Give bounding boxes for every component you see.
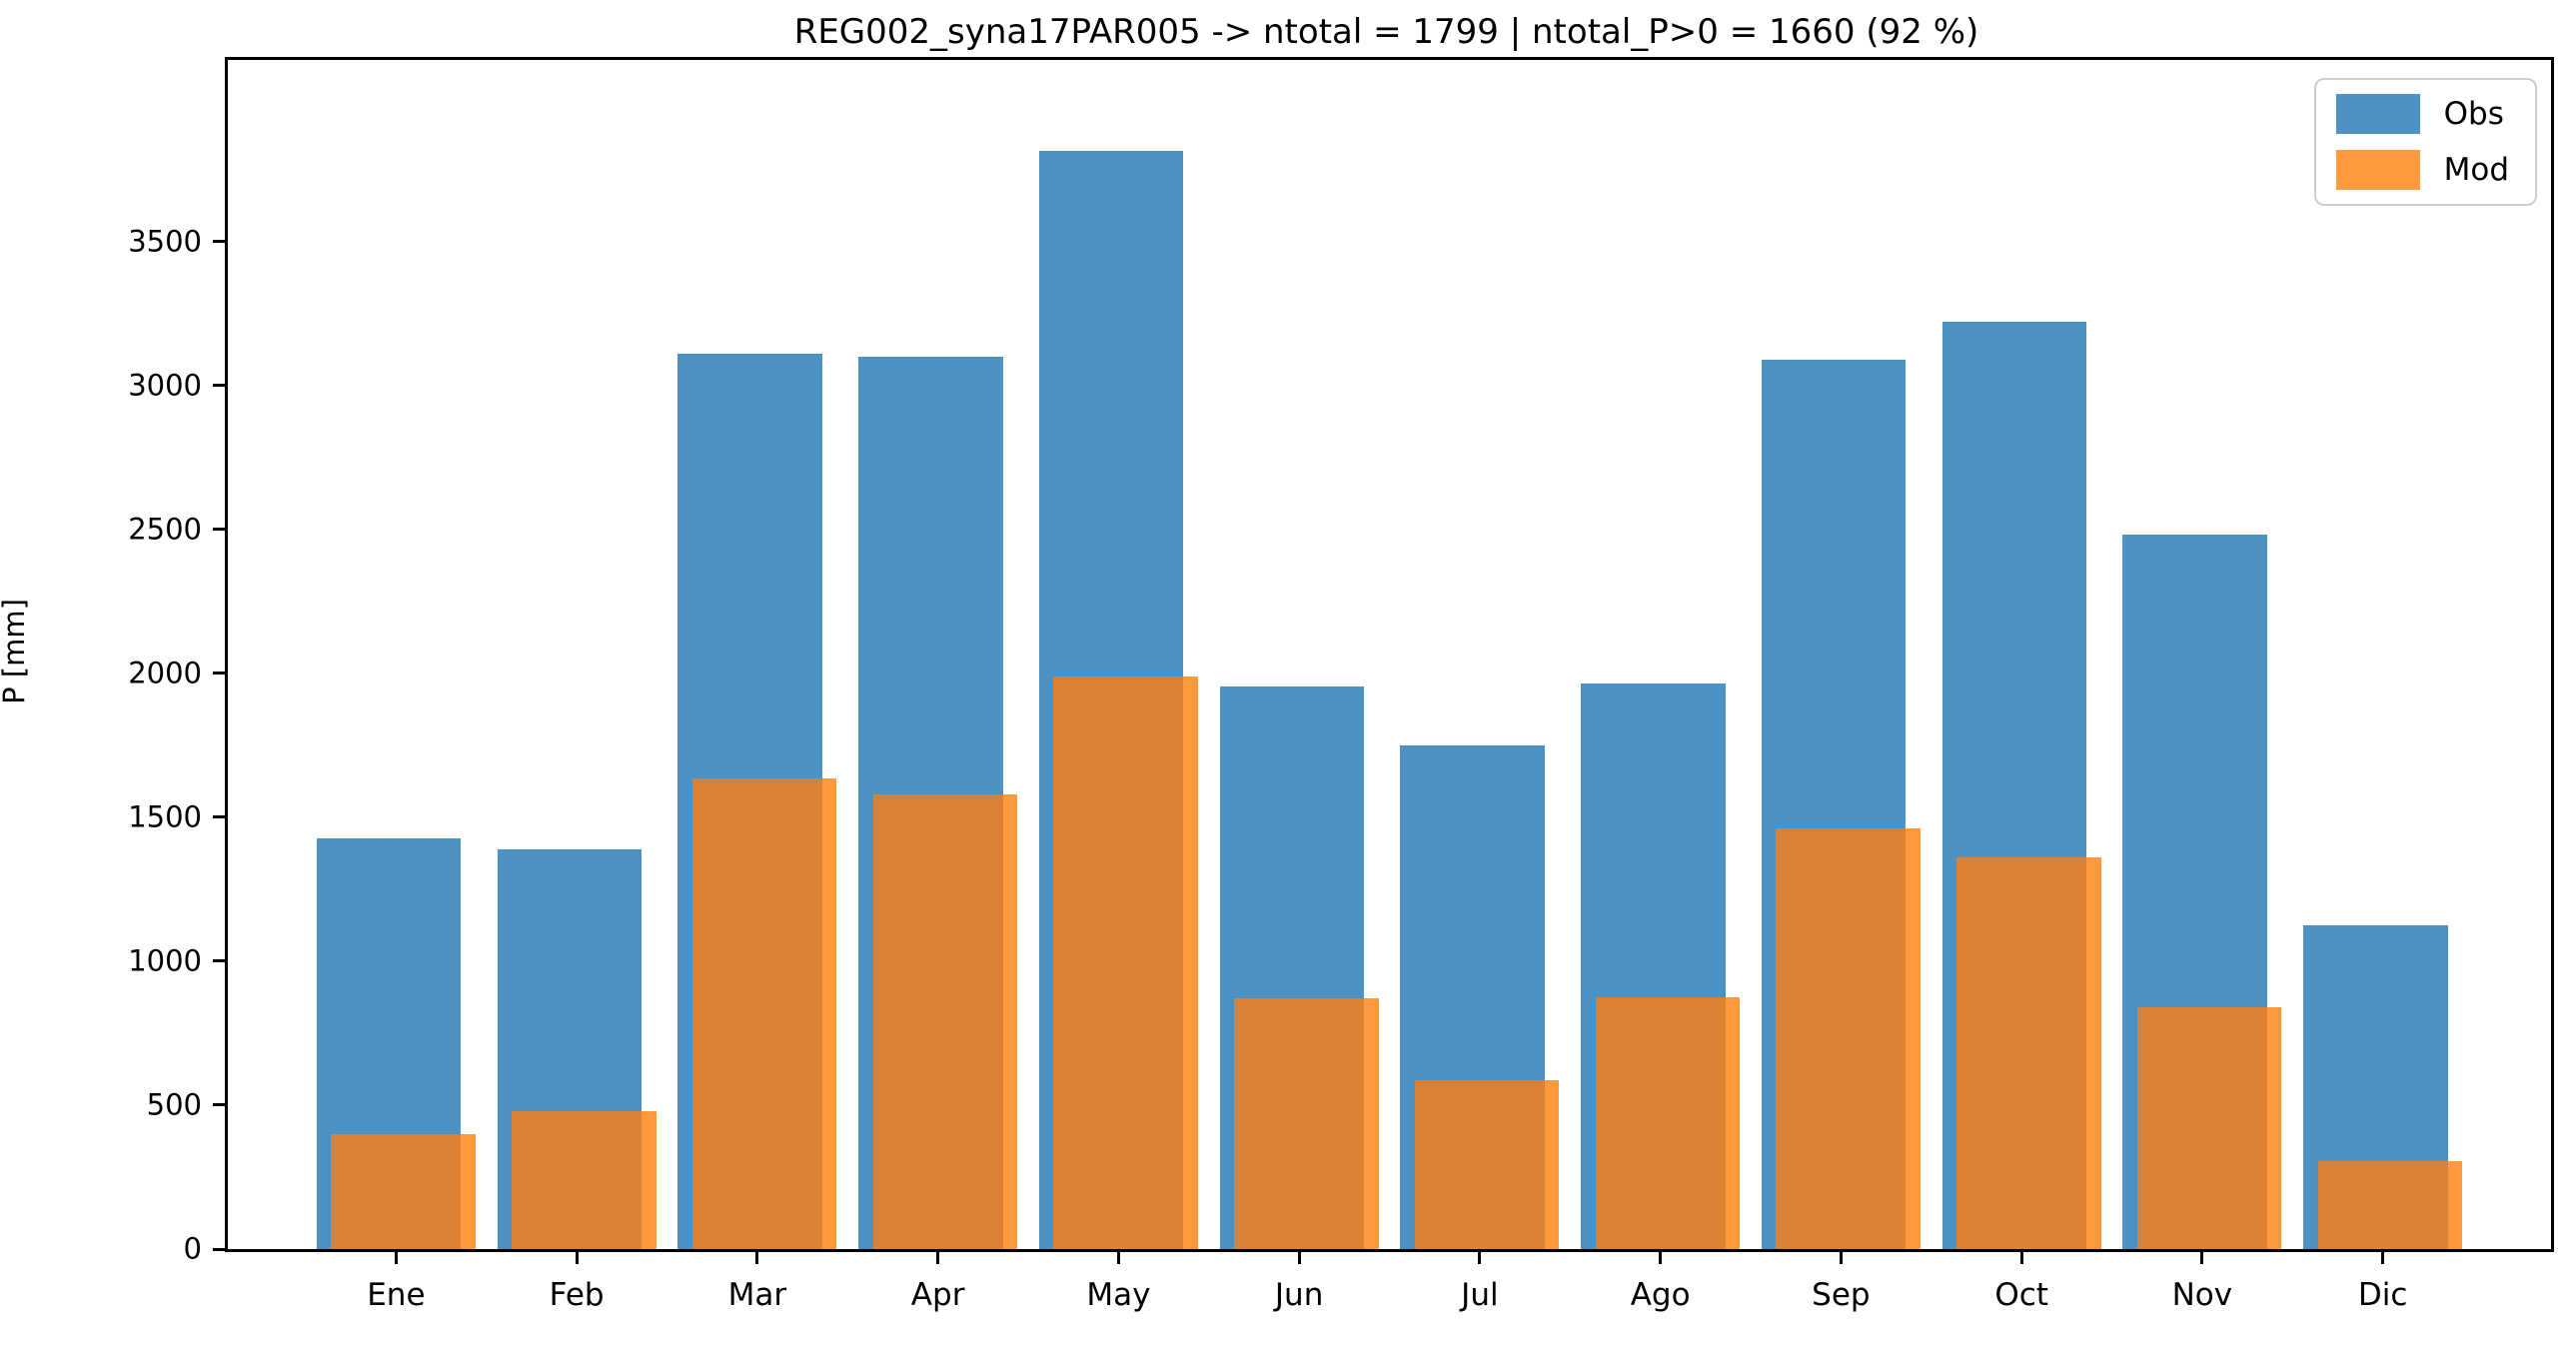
y-tick-label: 3000 xyxy=(128,368,202,403)
category-slot-oct: Oct xyxy=(1932,60,2112,1313)
category-slot-jun: Jun xyxy=(1209,60,1390,1313)
legend: Obs Mod xyxy=(2313,78,2537,206)
y-tick-label: 0 xyxy=(183,1231,202,1266)
category-slot-ago: Ago xyxy=(1570,60,1751,1313)
x-tick-label-mar: Mar xyxy=(727,1277,787,1313)
y-tick-mark xyxy=(213,1247,225,1251)
x-tick-label-sep: Sep xyxy=(1812,1277,1871,1313)
category-slot-jul: Jul xyxy=(1390,60,1571,1313)
x-tick-mark xyxy=(1839,1252,1843,1264)
y-tick-mark xyxy=(213,672,225,675)
x-tick-mark xyxy=(1116,1252,1120,1264)
x-tick-mark xyxy=(1478,1252,1482,1264)
x-tick-label-ene: Ene xyxy=(367,1277,426,1313)
category-slot-ene: Ene xyxy=(306,60,487,1313)
y-tick-mark xyxy=(213,959,225,963)
y-tick-mark xyxy=(213,240,225,244)
bars-container: Ene Feb Mar Apr May Jun Jul Ago Sep Oct Nov Dic xyxy=(228,60,2551,1313)
legend-label-mod: Mod xyxy=(2443,151,2509,188)
category-slot-dic: Dic xyxy=(2292,60,2473,1313)
legend-item-obs: Obs xyxy=(2335,94,2509,134)
y-tick-label: 1500 xyxy=(128,799,202,834)
x-tick-label-jul: Jul xyxy=(1461,1277,1499,1313)
x-tick-label-dic: Dic xyxy=(2357,1277,2408,1313)
y-tick-mark xyxy=(213,1103,225,1107)
chart-title: REG002_syna17PAR005 -> ntotal = 1799 | n… xyxy=(793,12,1979,52)
x-tick-mark xyxy=(936,1252,940,1264)
y-tick-label: 1000 xyxy=(128,943,202,978)
x-tick-label-feb: Feb xyxy=(549,1277,605,1313)
y-tick-mark xyxy=(213,815,225,819)
x-tick-label-oct: Oct xyxy=(1994,1277,2048,1313)
y-axis-label: P [mm] xyxy=(0,599,31,704)
plot-area: 0 500 1000 1500 2000 2500 3000 3500 Ene Feb Mar Ap… xyxy=(128,57,2554,1313)
x-tick-mark xyxy=(1297,1252,1301,1264)
x-tick-mark xyxy=(1659,1252,1663,1264)
category-slot-mar: Mar xyxy=(667,60,848,1313)
category-slot-nov: Nov xyxy=(2112,60,2293,1313)
legend-label-obs: Obs xyxy=(2443,95,2504,132)
mod-bar-oct xyxy=(1956,857,2101,1249)
mod-bar-sep xyxy=(1776,828,1921,1249)
x-tick-mark xyxy=(755,1252,759,1264)
x-tick-label-jun: Jun xyxy=(1274,1277,1324,1313)
mod-bar-ene xyxy=(331,1133,476,1249)
mod-bar-feb xyxy=(512,1110,656,1249)
x-tick-mark xyxy=(2200,1252,2204,1264)
x-tick-label-nov: Nov xyxy=(2171,1277,2233,1313)
legend-swatch-mod xyxy=(2335,150,2420,190)
x-tick-label-may: May xyxy=(1086,1277,1151,1313)
category-slot-may: May xyxy=(1028,60,1209,1313)
mod-bar-may xyxy=(1053,675,1198,1249)
mod-bar-apr xyxy=(872,793,1018,1249)
x-tick-mark xyxy=(2019,1252,2023,1264)
mod-bar-jun xyxy=(1234,998,1379,1249)
legend-swatch-obs xyxy=(2335,94,2420,134)
mod-bar-nov xyxy=(2136,1006,2282,1249)
mod-bar-ago xyxy=(1595,996,1741,1249)
x-tick-label-ago: Ago xyxy=(1630,1277,1691,1313)
y-tick-label: 3500 xyxy=(128,224,202,259)
category-slot-sep: Sep xyxy=(1751,60,1932,1313)
mod-bar-dic xyxy=(2317,1161,2463,1249)
legend-item-mod: Mod xyxy=(2335,150,2509,190)
y-tick-label: 2000 xyxy=(128,656,202,690)
x-tick-mark xyxy=(394,1252,398,1264)
mod-bar-jul xyxy=(1414,1080,1560,1249)
y-tick-label: 2500 xyxy=(128,512,202,547)
y-tick-label: 500 xyxy=(146,1087,202,1122)
mod-bar-mar xyxy=(691,777,837,1249)
category-slot-apr: Apr xyxy=(847,60,1028,1313)
x-tick-mark xyxy=(2381,1252,2385,1264)
x-tick-label-apr: Apr xyxy=(910,1277,965,1313)
category-slot-feb: Feb xyxy=(487,60,667,1313)
y-tick-mark xyxy=(213,528,225,532)
y-tick-mark xyxy=(213,384,225,388)
x-tick-mark xyxy=(575,1252,579,1264)
